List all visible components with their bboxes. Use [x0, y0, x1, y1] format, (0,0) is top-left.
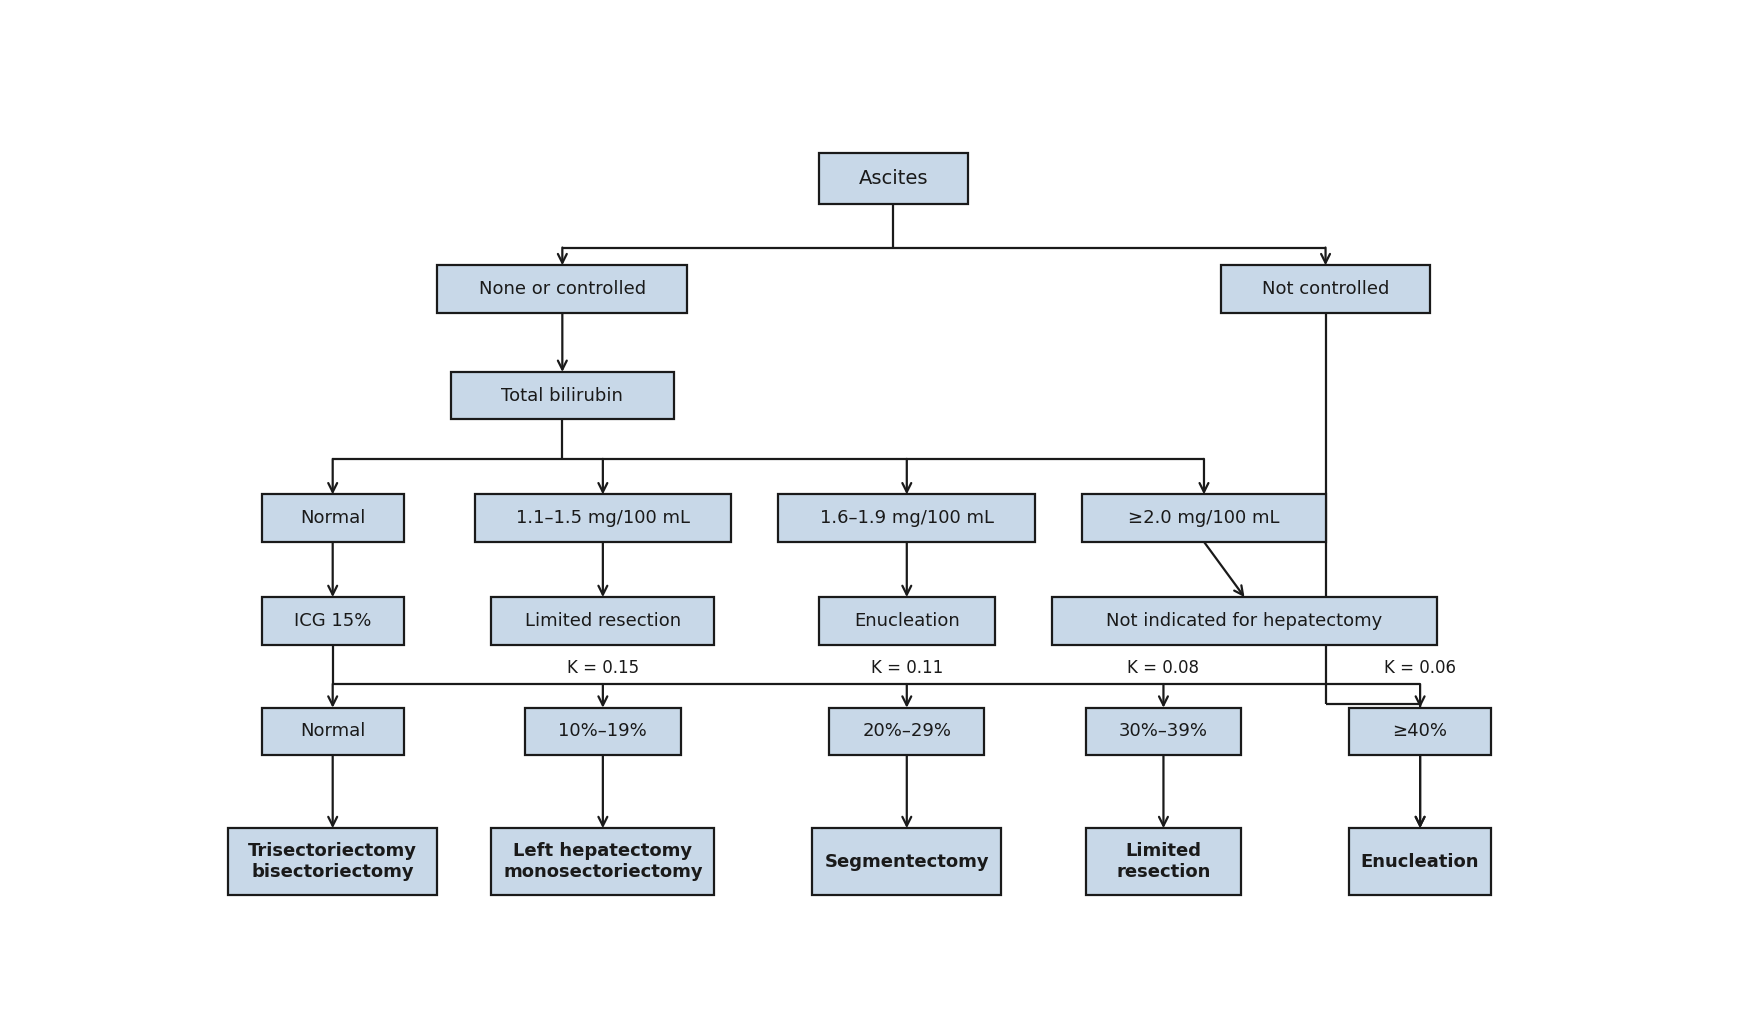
FancyBboxPatch shape	[1082, 495, 1325, 542]
Text: K = 0.15: K = 0.15	[566, 660, 640, 677]
FancyBboxPatch shape	[1086, 708, 1241, 755]
FancyBboxPatch shape	[812, 828, 1000, 896]
FancyBboxPatch shape	[1349, 828, 1490, 896]
FancyBboxPatch shape	[492, 597, 715, 644]
Text: 1.6–1.9 mg/100 mL: 1.6–1.9 mg/100 mL	[819, 509, 994, 527]
Text: Trisectoriectomy
bisectoriectomy: Trisectoriectomy bisectoriectomy	[248, 842, 417, 881]
Text: ICG 15%: ICG 15%	[295, 611, 371, 630]
Text: Ascites: Ascites	[859, 169, 927, 188]
FancyBboxPatch shape	[437, 266, 687, 313]
FancyBboxPatch shape	[1349, 708, 1490, 755]
Text: Not controlled: Not controlled	[1262, 280, 1389, 298]
FancyBboxPatch shape	[779, 495, 1035, 542]
Text: Enucleation: Enucleation	[1361, 853, 1480, 871]
FancyBboxPatch shape	[830, 708, 985, 755]
FancyBboxPatch shape	[492, 828, 715, 896]
FancyBboxPatch shape	[261, 597, 404, 644]
Text: Total bilirubin: Total bilirubin	[502, 387, 624, 404]
Text: K = 0.08: K = 0.08	[1128, 660, 1199, 677]
Text: ≥2.0 mg/100 mL: ≥2.0 mg/100 mL	[1128, 509, 1279, 527]
FancyBboxPatch shape	[261, 495, 404, 542]
Text: None or controlled: None or controlled	[479, 280, 647, 298]
Text: Not indicated for hepatectomy: Not indicated for hepatectomy	[1107, 611, 1382, 630]
FancyBboxPatch shape	[525, 708, 680, 755]
FancyBboxPatch shape	[474, 495, 730, 542]
FancyBboxPatch shape	[819, 597, 995, 644]
Text: Enucleation: Enucleation	[854, 611, 960, 630]
FancyBboxPatch shape	[228, 828, 437, 896]
Text: Limited
resection: Limited resection	[1116, 842, 1211, 881]
FancyBboxPatch shape	[261, 708, 404, 755]
Text: Left hepatectomy
monosectoriectomy: Left hepatectomy monosectoriectomy	[504, 842, 702, 881]
FancyBboxPatch shape	[1086, 828, 1241, 896]
Text: 20%–29%: 20%–29%	[863, 722, 952, 741]
Text: 30%–39%: 30%–39%	[1119, 722, 1208, 741]
Text: Limited resection: Limited resection	[525, 611, 682, 630]
Text: Segmentectomy: Segmentectomy	[824, 853, 988, 871]
FancyBboxPatch shape	[1053, 597, 1436, 644]
Text: Normal: Normal	[300, 722, 366, 741]
Text: 10%–19%: 10%–19%	[558, 722, 647, 741]
Text: K = 0.11: K = 0.11	[872, 660, 943, 677]
FancyBboxPatch shape	[819, 153, 967, 204]
Text: Normal: Normal	[300, 509, 366, 527]
FancyBboxPatch shape	[451, 372, 675, 420]
Text: 1.1–1.5 mg/100 mL: 1.1–1.5 mg/100 mL	[516, 509, 690, 527]
Text: ≥40%: ≥40%	[1393, 722, 1448, 741]
Text: K = 0.06: K = 0.06	[1384, 660, 1455, 677]
FancyBboxPatch shape	[1220, 266, 1431, 313]
